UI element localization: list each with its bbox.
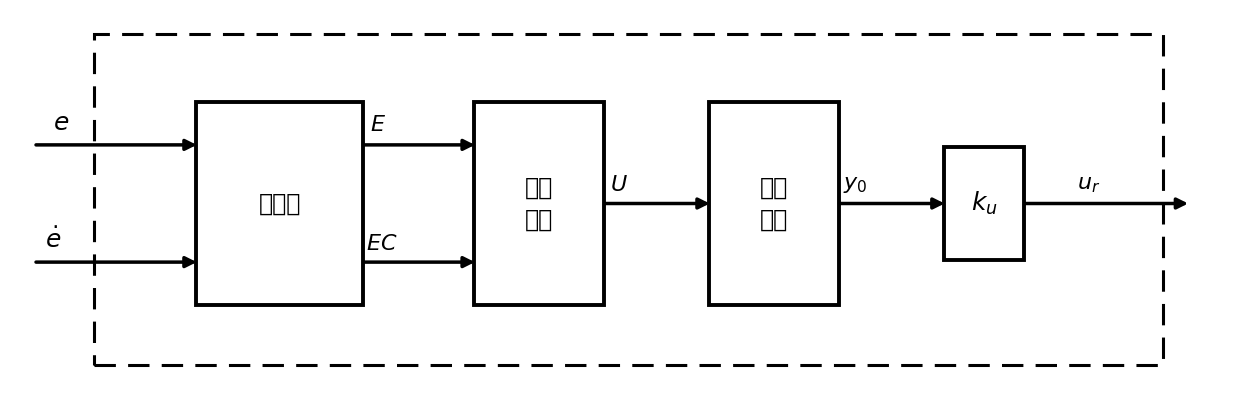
- Text: $k_u$: $k_u$: [971, 190, 997, 217]
- Text: $\dot{e}$: $\dot{e}$: [45, 227, 62, 253]
- Text: $E$: $E$: [369, 115, 385, 135]
- Bar: [475, 103, 605, 304]
- Text: $y_0$: $y_0$: [844, 175, 867, 195]
- Text: $EC$: $EC$: [366, 234, 398, 254]
- Text: $U$: $U$: [610, 175, 627, 195]
- Bar: [709, 103, 839, 304]
- Text: 模糊
判决: 模糊 判决: [760, 176, 788, 231]
- Text: 模糊
推理: 模糊 推理: [525, 176, 554, 231]
- Bar: [94, 34, 1163, 365]
- Bar: [944, 147, 1025, 260]
- Text: $e$: $e$: [52, 111, 69, 135]
- Text: 模糊化: 模糊化: [259, 192, 301, 215]
- Bar: [196, 103, 363, 304]
- Text: $u_r$: $u_r$: [1077, 175, 1100, 195]
